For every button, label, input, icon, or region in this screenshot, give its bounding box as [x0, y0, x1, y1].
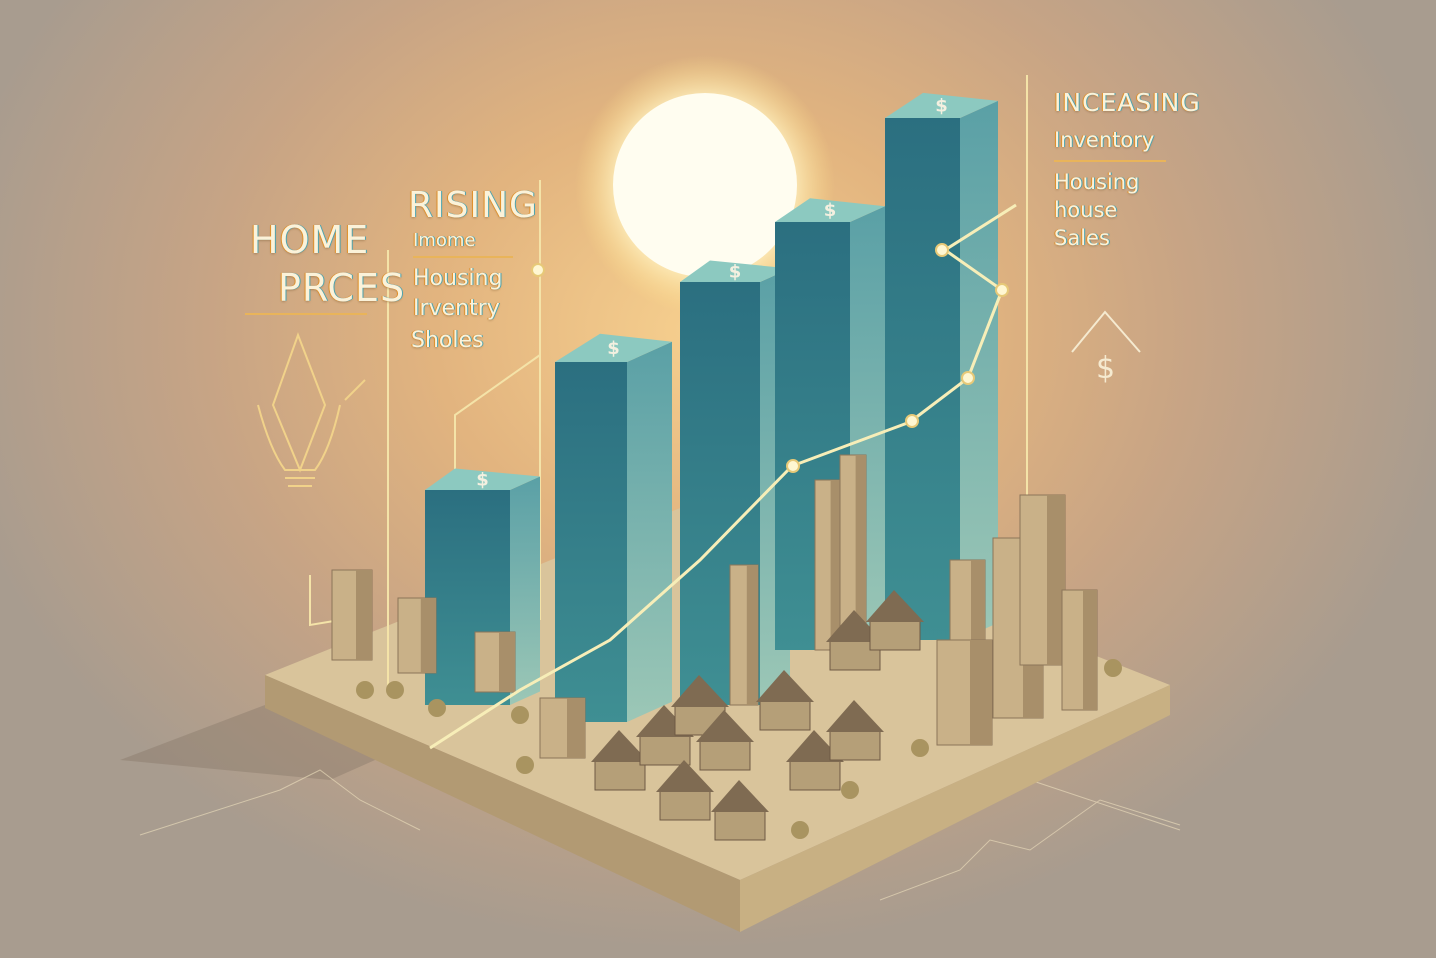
- bar-dollar-label: $: [824, 200, 837, 221]
- right-item-1: Housing: [1054, 170, 1140, 194]
- house-roof: [656, 760, 714, 792]
- house-roof: [696, 710, 754, 742]
- building-shade: [970, 640, 992, 745]
- middle-title: RISING: [408, 185, 538, 226]
- middle-item-2: Irventry: [413, 296, 500, 321]
- right-item-3: Sales: [1054, 226, 1110, 250]
- right-title: INCEASING: [1054, 88, 1201, 117]
- house-dollar-icon: [1071, 310, 1141, 353]
- platform-left-side: [265, 675, 740, 932]
- platform-right-side: [740, 685, 1170, 932]
- middle-item-3: Sholes: [411, 328, 484, 353]
- bar-dollar-label: $: [729, 261, 742, 282]
- bar-side-face: [510, 476, 540, 705]
- tree: [791, 821, 809, 839]
- left-title-line2: PRCES: [278, 266, 406, 310]
- house-roof: [826, 700, 884, 732]
- house-roof: [671, 675, 729, 707]
- building-shade: [746, 565, 758, 705]
- tree: [386, 681, 404, 699]
- tree: [511, 706, 529, 724]
- right-divider: [1054, 160, 1166, 162]
- bar-side-face: [960, 100, 998, 640]
- bar-top-face: [555, 333, 672, 362]
- trend-point: [905, 414, 919, 428]
- floor-grid: [139, 769, 1181, 901]
- bar-side-face: [627, 341, 672, 722]
- bar-dollar-label: $: [476, 469, 489, 490]
- left-title-line1: HOME: [250, 218, 370, 262]
- building-shade: [567, 698, 585, 758]
- building-shade: [356, 570, 372, 660]
- trend-point: [961, 371, 975, 385]
- tree: [911, 739, 929, 757]
- house-roof: [591, 730, 649, 762]
- bar-front-face: [555, 362, 627, 722]
- building-shade: [855, 455, 866, 645]
- house-roof: [711, 780, 769, 812]
- trend-point: [995, 283, 1009, 297]
- building-shade: [499, 632, 515, 692]
- house-dollar-symbol: $: [1096, 351, 1115, 386]
- middle-subtitle: Imome: [413, 230, 476, 251]
- middle-divider: [413, 256, 513, 258]
- bar-top-face: [885, 92, 998, 118]
- middle-item-1: Housing: [413, 266, 503, 291]
- bar-5: $: [885, 92, 998, 640]
- right-subtitle: Inventory: [1054, 128, 1155, 152]
- trend-point: [935, 243, 949, 257]
- sun-core: [613, 93, 797, 277]
- right-item-2: house: [1054, 198, 1118, 222]
- bar-2: $: [555, 333, 672, 722]
- lightbulb-icon: [257, 332, 366, 487]
- bar-top-face: [775, 198, 885, 222]
- tree: [1104, 659, 1122, 677]
- left-divider: [245, 313, 367, 315]
- tree: [356, 681, 374, 699]
- building-shade: [830, 480, 841, 650]
- building-shade: [420, 598, 436, 673]
- tree: [516, 756, 534, 774]
- trend-point: [531, 263, 545, 277]
- tree: [841, 781, 859, 799]
- building-shade: [1047, 495, 1065, 665]
- bar-front-face: [885, 118, 960, 640]
- building-shade: [1083, 590, 1097, 710]
- tree: [428, 699, 446, 717]
- trend-point: [786, 459, 800, 473]
- bar-dollar-label: $: [607, 338, 620, 359]
- trend-line: [429, 203, 1017, 750]
- buildings: [331, 454, 1122, 841]
- house-roof: [866, 590, 924, 622]
- bar-top-face: [425, 468, 540, 490]
- house-roof: [756, 670, 814, 702]
- bar-dollar-label: $: [935, 95, 948, 116]
- bar-top-face: [680, 260, 790, 282]
